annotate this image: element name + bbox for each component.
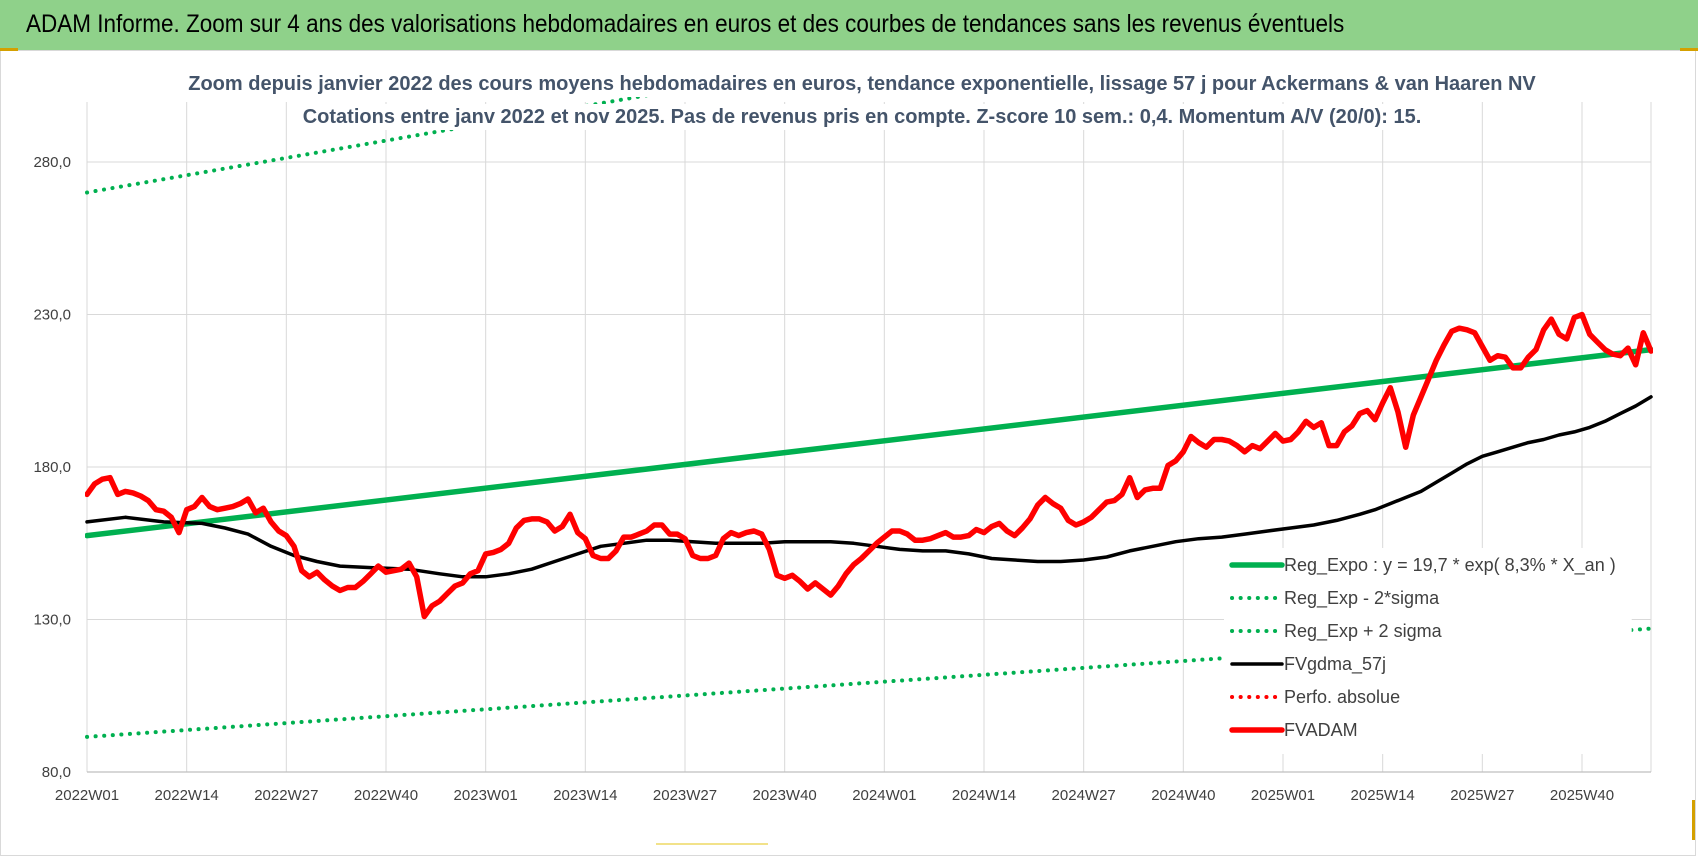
- series-line-fvgdma_57j: [85, 395, 1653, 579]
- axis-layer: 80,0 130,0 180,0 230,0 280,0 2022W01 2022W14 20…: [33, 154, 1651, 804]
- chart-title-line2: Cotations entre janv 2022 et nov 2025. P…: [303, 106, 1422, 128]
- series-line-fvadam: [85, 311, 1653, 620]
- x-tick-label: 2024W14: [952, 787, 1016, 804]
- x-tick-label: 2024W27: [1052, 787, 1116, 804]
- x-tick-label: 2022W14: [155, 787, 219, 804]
- legend-label: Reg_Exp - 2*sigma: [1284, 588, 1440, 609]
- x-tick-label: 2022W27: [254, 787, 318, 804]
- y-tick-label: 230,0: [33, 307, 71, 324]
- page-title: ADAM Informe. Zoom sur 4 ans des valoris…: [26, 10, 1345, 38]
- title-line1-backdrop: [182, 71, 1543, 97]
- chart-title-line1: Zoom depuis janvier 2022 des cours moyen…: [188, 73, 1536, 95]
- x-tick-label: 2023W40: [753, 787, 817, 804]
- y-tick-label: 80,0: [42, 764, 71, 781]
- legend-label: FVADAM: [1284, 720, 1358, 740]
- x-tick-label: 2025W27: [1450, 787, 1514, 804]
- y-tick-label: 280,0: [33, 154, 71, 171]
- x-tick-label: 2024W01: [852, 787, 916, 804]
- x-tick-label: 2023W14: [553, 787, 617, 804]
- chart-frame: [0, 50, 1696, 856]
- legend-label: Reg_Exp + 2 sigma: [1284, 621, 1443, 642]
- legend-label: FVgdma_57j: [1284, 654, 1386, 675]
- x-tick-label: 2022W01: [55, 787, 119, 804]
- header-banner: ADAM Informe. Zoom sur 4 ans des valoris…: [0, 0, 1698, 51]
- x-tick-label: 2023W27: [653, 787, 717, 804]
- x-tick-label: 2025W40: [1550, 787, 1614, 804]
- frame-corner-mark-left: [0, 48, 18, 51]
- x-tick-label: 2025W01: [1251, 787, 1315, 804]
- x-tick-label: 2023W01: [454, 787, 518, 804]
- legend-backdrop: [1224, 548, 1632, 754]
- frame-corner-mark-right-vertical: [1692, 800, 1695, 840]
- x-tick-label: 2025W14: [1351, 787, 1415, 804]
- x-tick-label: 2022W40: [354, 787, 418, 804]
- legend-label: Reg_Expo : y = 19,7 * exp( 8,3% * X_an ): [1284, 555, 1616, 576]
- frame-corner-mark-right: [1680, 48, 1698, 51]
- x-tick-label: 2024W40: [1151, 787, 1215, 804]
- legend: Reg_Expo : y = 19,7 * exp( 8,3% * X_an )…: [1224, 548, 1632, 754]
- series-line-reg_expo: [85, 346, 1653, 539]
- frame-corner-mark-bottom: [656, 843, 768, 845]
- y-tick-label: 130,0: [33, 612, 71, 629]
- y-tick-label: 180,0: [33, 459, 71, 476]
- title-line2-backdrop: [296, 104, 1428, 130]
- legend-label: Perfo. absolue: [1284, 687, 1400, 707]
